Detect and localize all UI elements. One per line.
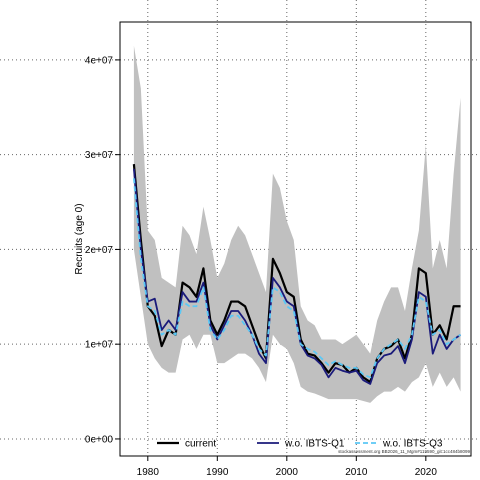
series-lines (132, 164, 462, 385)
legend-label-w-o-ibts-q1: w.o. IBTS-Q1 (284, 439, 345, 450)
x-tick-label-2: 2000 (276, 467, 299, 478)
x-tick-label-4: 2020 (415, 467, 438, 478)
x-tick-label-0: 1980 (137, 467, 160, 478)
y-tick-label-3: 3e+07 (85, 150, 114, 161)
legend-label-w-o-ibts-q3: w.o. IBTS-Q3 (382, 439, 443, 450)
y-tick-label-4: 4e+07 (85, 55, 114, 66)
x-tick-label-1: 1990 (206, 467, 229, 478)
legend: current w.o. IBTS-Q1 w.o. IBTS-Q3 (157, 439, 443, 450)
x-axis: 1980 1990 2000 2010 2020 (137, 456, 438, 478)
confidence-band-area (133, 45, 461, 403)
plot-frame (119, 21, 472, 457)
series-line-w-o-ibts-q1 (133, 168, 462, 385)
series-line-w-o-ibts-q3 (133, 178, 462, 379)
confidence-band (133, 45, 461, 403)
y-axis-label: Recruits (age 0) (74, 203, 85, 274)
y-tick-label-1: 1e+07 (85, 340, 114, 351)
grid (0, 0, 480, 456)
y-tick-label-0: 0e+00 (85, 434, 114, 445)
legend-label-current: current (185, 439, 216, 450)
x-tick-label-3: 2010 (345, 467, 368, 478)
footer-stamp: stockassessment.org BB2026_11_Mgm#119590… (338, 449, 470, 454)
series-line-current (132, 164, 461, 384)
y-tick-label-2: 2e+07 (85, 245, 114, 256)
y-axis: 0e+00 1e+07 2e+07 3e+07 4e+07 (85, 55, 120, 445)
